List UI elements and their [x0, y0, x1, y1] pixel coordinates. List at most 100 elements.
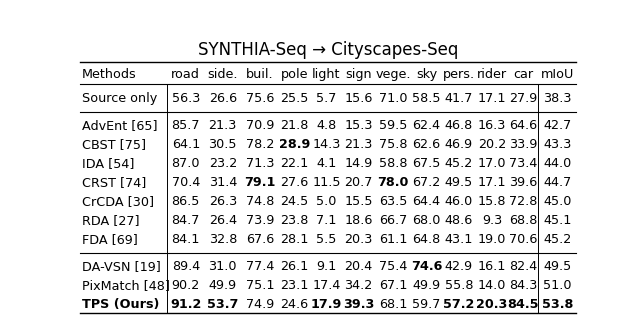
Text: 26.3: 26.3 — [209, 195, 237, 208]
Text: 84.5: 84.5 — [508, 298, 539, 311]
Text: 49.5: 49.5 — [445, 176, 473, 189]
Text: 14.9: 14.9 — [344, 157, 372, 170]
Text: 75.8: 75.8 — [379, 138, 407, 151]
Text: 84.7: 84.7 — [172, 214, 200, 227]
Text: 49.9: 49.9 — [413, 279, 441, 292]
Text: 75.1: 75.1 — [246, 279, 274, 292]
Text: CBST [75]: CBST [75] — [82, 138, 146, 151]
Text: 74.8: 74.8 — [246, 195, 274, 208]
Text: 64.1: 64.1 — [172, 138, 200, 151]
Text: 19.0: 19.0 — [478, 234, 506, 246]
Text: 9.3: 9.3 — [482, 214, 502, 227]
Text: 27.6: 27.6 — [280, 176, 308, 189]
Text: 56.3: 56.3 — [172, 92, 200, 105]
Text: DA-VSN [19]: DA-VSN [19] — [82, 260, 161, 273]
Text: 20.2: 20.2 — [478, 138, 506, 151]
Text: 77.4: 77.4 — [246, 260, 274, 273]
Text: 17.1: 17.1 — [478, 92, 506, 105]
Text: 11.5: 11.5 — [312, 176, 340, 189]
Text: 21.8: 21.8 — [280, 119, 308, 131]
Text: 43.3: 43.3 — [543, 138, 572, 151]
Text: 57.2: 57.2 — [444, 298, 475, 311]
Text: sign: sign — [345, 68, 372, 80]
Text: 16.1: 16.1 — [478, 260, 506, 273]
Text: 26.4: 26.4 — [209, 214, 237, 227]
Text: 84.3: 84.3 — [509, 279, 538, 292]
Text: 17.9: 17.9 — [310, 298, 342, 311]
Text: 85.7: 85.7 — [172, 119, 200, 131]
Text: AdvEnt [65]: AdvEnt [65] — [82, 119, 157, 131]
Text: 39.6: 39.6 — [509, 176, 538, 189]
Text: 58.5: 58.5 — [412, 92, 441, 105]
Text: 58.8: 58.8 — [379, 157, 407, 170]
Text: 78.0: 78.0 — [377, 176, 408, 189]
Text: 75.4: 75.4 — [379, 260, 407, 273]
Text: 72.8: 72.8 — [509, 195, 538, 208]
Text: 33.9: 33.9 — [509, 138, 538, 151]
Text: 42.9: 42.9 — [445, 260, 473, 273]
Text: road: road — [172, 68, 200, 80]
Text: 51.0: 51.0 — [543, 279, 572, 292]
Text: 43.1: 43.1 — [445, 234, 473, 246]
Text: 27.9: 27.9 — [509, 92, 538, 105]
Text: Source only: Source only — [82, 92, 157, 105]
Text: TPS (Ours): TPS (Ours) — [82, 298, 159, 311]
Text: buil.: buil. — [246, 68, 273, 80]
Text: 15.5: 15.5 — [344, 195, 372, 208]
Text: 68.0: 68.0 — [412, 214, 441, 227]
Text: 32.8: 32.8 — [209, 234, 237, 246]
Text: pers.: pers. — [443, 68, 475, 80]
Text: 23.2: 23.2 — [209, 157, 237, 170]
Text: 18.6: 18.6 — [344, 214, 372, 227]
Text: 5.7: 5.7 — [316, 92, 337, 105]
Text: 31.0: 31.0 — [209, 260, 237, 273]
Text: 84.1: 84.1 — [172, 234, 200, 246]
Text: side.: side. — [207, 68, 238, 80]
Text: 30.5: 30.5 — [209, 138, 237, 151]
Text: 87.0: 87.0 — [172, 157, 200, 170]
Text: 17.4: 17.4 — [312, 279, 340, 292]
Text: pole: pole — [280, 68, 308, 80]
Text: 71.3: 71.3 — [246, 157, 274, 170]
Text: 44.7: 44.7 — [543, 176, 572, 189]
Text: 17.0: 17.0 — [478, 157, 506, 170]
Text: 31.4: 31.4 — [209, 176, 237, 189]
Text: 68.8: 68.8 — [509, 214, 538, 227]
Text: 49.9: 49.9 — [209, 279, 237, 292]
Text: 7.1: 7.1 — [316, 214, 337, 227]
Text: 62.4: 62.4 — [413, 119, 441, 131]
Text: FDA [69]: FDA [69] — [82, 234, 138, 246]
Text: 15.8: 15.8 — [478, 195, 506, 208]
Text: 75.6: 75.6 — [246, 92, 274, 105]
Text: 21.3: 21.3 — [344, 138, 372, 151]
Text: sky: sky — [416, 68, 437, 80]
Text: 45.2: 45.2 — [445, 157, 473, 170]
Text: 14.3: 14.3 — [312, 138, 340, 151]
Text: 91.2: 91.2 — [170, 298, 202, 311]
Text: 74.6: 74.6 — [411, 260, 442, 273]
Text: 21.3: 21.3 — [209, 119, 237, 131]
Text: 82.4: 82.4 — [509, 260, 538, 273]
Text: 16.3: 16.3 — [478, 119, 506, 131]
Text: CrCDA [30]: CrCDA [30] — [82, 195, 154, 208]
Text: 49.5: 49.5 — [543, 260, 572, 273]
Text: 24.6: 24.6 — [280, 298, 308, 311]
Text: 14.0: 14.0 — [478, 279, 506, 292]
Text: 70.9: 70.9 — [246, 119, 274, 131]
Text: car: car — [513, 68, 533, 80]
Text: IDA [54]: IDA [54] — [82, 157, 134, 170]
Text: 64.8: 64.8 — [412, 234, 441, 246]
Text: 53.8: 53.8 — [541, 298, 573, 311]
Text: 45.1: 45.1 — [543, 214, 572, 227]
Text: RDA [27]: RDA [27] — [82, 214, 140, 227]
Text: 78.2: 78.2 — [246, 138, 274, 151]
Text: 48.6: 48.6 — [445, 214, 473, 227]
Text: 67.1: 67.1 — [379, 279, 407, 292]
Text: 46.8: 46.8 — [445, 119, 473, 131]
Text: 28.9: 28.9 — [278, 138, 310, 151]
Text: 45.0: 45.0 — [543, 195, 572, 208]
Text: 15.3: 15.3 — [344, 119, 372, 131]
Text: 38.3: 38.3 — [543, 92, 572, 105]
Text: 20.4: 20.4 — [344, 260, 372, 273]
Text: 63.5: 63.5 — [379, 195, 407, 208]
